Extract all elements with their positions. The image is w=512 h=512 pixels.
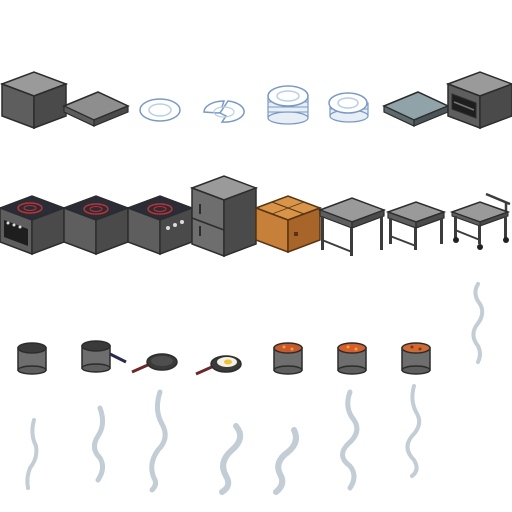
glass-tray-flat-icon [382, 91, 450, 127]
steam-frame-4-icon [219, 423, 244, 495]
frying-pan-empty-icon [131, 353, 178, 374]
steam-frame-1-icon [25, 418, 39, 490]
steel-table-low-icon [385, 201, 447, 250]
induction-hob-icon [61, 195, 131, 256]
steel-table-tall-icon [317, 197, 387, 256]
steam-frame-6-icon [340, 389, 360, 491]
frying-pan-egg-icon [195, 355, 242, 376]
steam-wisp-small-icon [471, 282, 485, 364]
steel-counter-block-icon [1, 71, 67, 129]
plate-stack-short-icon [328, 92, 369, 123]
plate-single-icon [139, 98, 181, 122]
oven-block-icon [447, 71, 512, 129]
pot-empty-icon [17, 342, 47, 375]
stove-with-oven-icon [0, 195, 67, 256]
steam-frame-2-icon [92, 405, 106, 483]
induction-hob-knobs-icon [125, 195, 195, 256]
pot-sauce-icon [273, 342, 303, 375]
serving-cart-icon [449, 192, 511, 250]
steam-frame-3-icon [149, 389, 168, 493]
cardboard-box-icon [253, 195, 323, 254]
steel-tray-flat-icon [62, 91, 130, 127]
plate-broken-icon [203, 100, 245, 123]
fridge-double-door-icon [189, 175, 259, 258]
pot-stew-icon [401, 342, 431, 375]
plate-stack-tall-icon [267, 85, 309, 125]
steam-frame-7-icon [405, 384, 422, 478]
pot-soup-icon [337, 342, 367, 375]
steam-frame-5-icon [273, 427, 299, 495]
saucepan-icon [81, 340, 127, 373]
